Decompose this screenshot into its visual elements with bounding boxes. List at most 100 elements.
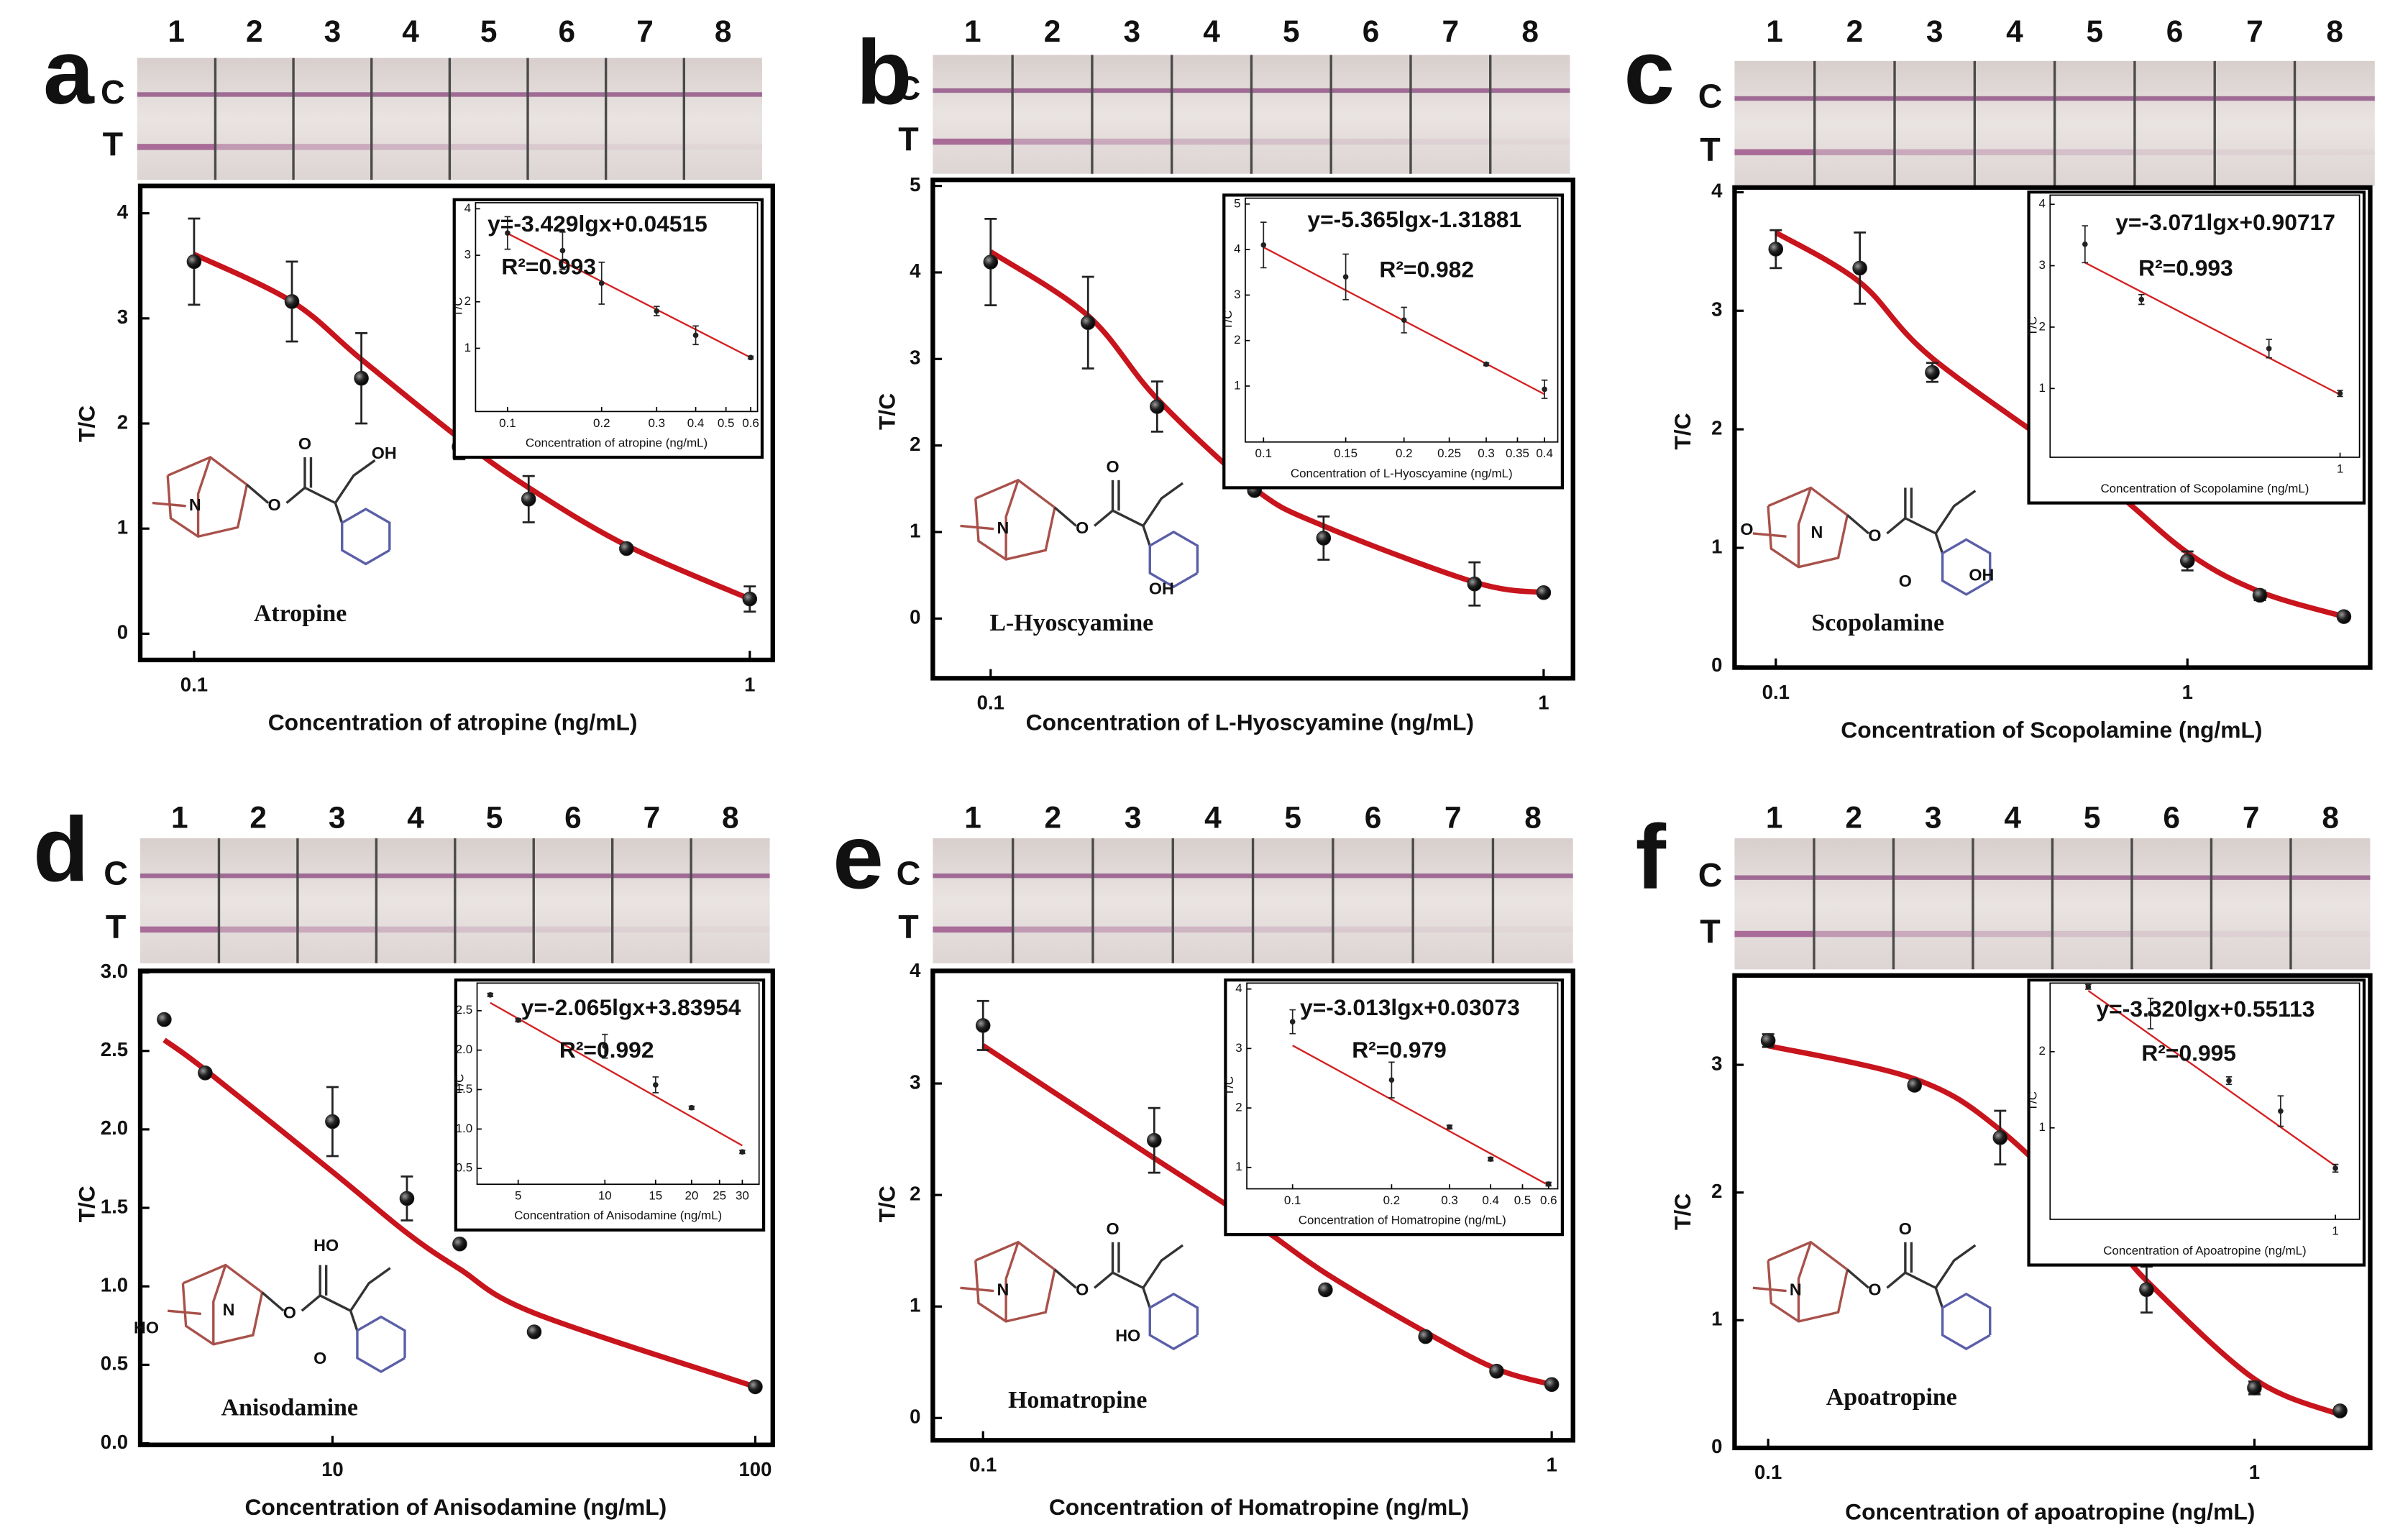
control-line [1493, 873, 1573, 879]
lane-number: 5 [1284, 801, 1301, 835]
inset-data-point [2085, 984, 2092, 990]
inset-frame [1222, 193, 1565, 490]
inset-y-tick-label: 3 [2038, 258, 2045, 272]
y-tick-label: 2 [1711, 1180, 1722, 1202]
panel-letter: d [33, 798, 89, 900]
x-tick-label: 0.1 [1762, 681, 1790, 703]
y-tick-label: 1 [910, 519, 920, 541]
test-line [1814, 149, 1895, 155]
test-line [933, 138, 1013, 145]
structure-methyl [152, 501, 186, 508]
inset-x-tick-label: 0.2 [593, 416, 610, 430]
data-point [354, 370, 369, 386]
control-line [612, 873, 692, 879]
test-line [1251, 138, 1332, 145]
test-line [140, 926, 219, 933]
test-label: T [898, 120, 918, 157]
test-line [2215, 149, 2295, 155]
control-line [215, 92, 294, 97]
inset-data-point [1488, 1156, 1493, 1163]
inset-data-point [2266, 346, 2272, 352]
plot-frame [930, 968, 1575, 1443]
y-tick-label: 2 [1711, 416, 1722, 439]
lane-number: 1 [1766, 801, 1783, 835]
inset-data-point [1447, 1124, 1452, 1130]
test-line [1173, 926, 1253, 933]
structure-label: O [268, 495, 281, 514]
lane-number: 4 [402, 14, 419, 48]
test-line [1171, 138, 1252, 145]
control-line [1974, 96, 2055, 101]
inset-x-tick-label: 0.3 [648, 416, 665, 430]
y-tick-label: 1 [910, 1294, 920, 1316]
structure-label: N [1811, 523, 1823, 541]
structure-methyl [168, 1309, 201, 1316]
structure-chain [1094, 1244, 1184, 1290]
inset-data-point [652, 1082, 659, 1088]
control-line [1092, 873, 1173, 879]
control-line [1253, 873, 1333, 879]
structure-label: N [223, 1300, 235, 1319]
inset-data-point [559, 247, 566, 254]
y-axis-label: T/C [73, 405, 99, 442]
structure-label: N [997, 1280, 1009, 1299]
inset-x-tick-label: 1 [2332, 1224, 2338, 1237]
compound-name: Scopolamine [1811, 610, 1944, 636]
inset-data-point [689, 1104, 695, 1111]
inset-x-axis-label: Concentration of L-Hyoscyamine (ng/mL) [1291, 467, 1513, 480]
inset-y-tick-label: 1 [464, 341, 471, 354]
control-line [1012, 88, 1092, 93]
control-line [1251, 88, 1332, 93]
y-tick-label: 3 [1711, 298, 1722, 321]
x-axis-label: Concentration of atropine (ng/mL) [268, 709, 638, 735]
inset-fit-line [507, 232, 751, 359]
inset-y-tick-label: 2 [1235, 1101, 1242, 1114]
structure-label: O [1106, 1219, 1119, 1238]
compound-name: Atropine [254, 600, 347, 627]
test-line [933, 926, 1013, 933]
lane-number: 4 [1204, 801, 1222, 835]
test-line [219, 926, 298, 933]
lane-number: 7 [2246, 14, 2263, 48]
inset-y-tick-label: 4 [2038, 197, 2045, 211]
control-line [1332, 873, 1414, 879]
inset-data-point [1342, 274, 1349, 280]
x-tick-label: 1 [1538, 692, 1549, 714]
inset-y-tick-label: 2 [1234, 333, 1240, 347]
inset-data-point [1483, 361, 1489, 367]
structure-label: O [283, 1303, 296, 1322]
data-point [1316, 531, 1332, 546]
fit-curve [162, 1037, 756, 1390]
inset-frame [2027, 978, 2366, 1267]
structure-bond [246, 483, 270, 504]
inset-x-tick-label: 0.4 [687, 416, 705, 430]
control-line [1814, 96, 1895, 101]
control-line [371, 92, 450, 97]
inset-x-axis-label: Concentration of Homatropine (ng/mL) [1299, 1214, 1506, 1227]
inset-x-axis-label: Concentration of Anisodamine (ng/mL) [514, 1209, 722, 1222]
test-label: T [106, 908, 126, 945]
data-point [748, 1379, 763, 1395]
test-label: T [1700, 912, 1720, 950]
control-line [534, 873, 613, 879]
x-tick-label: 0.1 [180, 673, 208, 695]
inset-x-tick-label: 0.25 [1437, 446, 1461, 460]
test-line [534, 926, 613, 933]
test-line [215, 144, 294, 150]
y-tick-label: 1.0 [101, 1273, 128, 1296]
inset-data-point [2332, 1165, 2338, 1171]
structure-label: O [1868, 1280, 1881, 1299]
inset-y-tick-label: 2.5 [456, 1003, 473, 1017]
y-tick-label: 3 [910, 347, 920, 369]
inset-r-squared: R²=0.993 [501, 254, 596, 280]
structure-label: N [997, 518, 1009, 537]
data-point [198, 1065, 213, 1081]
inset-plot-frame [476, 982, 760, 1186]
data-point [452, 1236, 467, 1252]
inset-plot-frame [2049, 982, 2361, 1220]
inset-x-axis-label: Concentration of Apoatropine (ng/mL) [2103, 1244, 2306, 1257]
test-line [376, 926, 455, 933]
data-point [1925, 365, 1940, 380]
data-point [975, 1018, 991, 1033]
inset-x-tick-label: 10 [598, 1189, 612, 1203]
